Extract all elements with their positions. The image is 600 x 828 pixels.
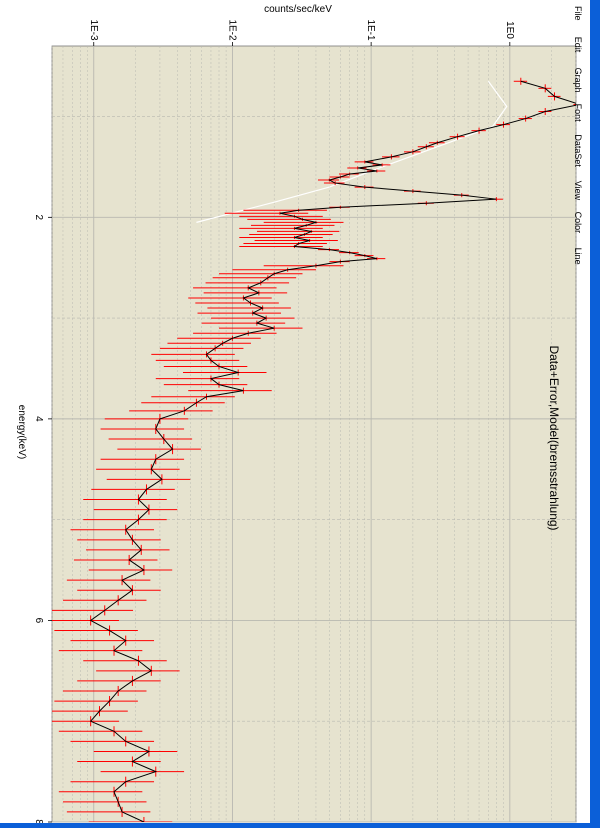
menu-item-edit[interactable]: Edit [573,37,583,53]
menu-item-font[interactable]: Font [573,104,583,123]
menu-item-color[interactable]: Color [573,212,583,234]
model-line [89,80,576,822]
y-tick-label: 1E-1 [365,19,376,41]
x-tick-label: 6 [33,618,44,624]
grid-lines [51,46,577,823]
plot-title: Data+Error,Model(bremsstrahlung) [547,345,561,530]
y-axis-label: counts/sec/keV [264,4,332,15]
y-tick-label: 1E-3 [88,19,99,41]
background-curve [196,80,508,223]
menu-bar: File Edit Graph Font DataSet View Color Line [573,6,583,265]
y-axis-tick-labels: 1E-3 1E-2 1E-1 1E0 [88,19,515,46]
model-curve [89,80,576,822]
plot-area [51,45,577,823]
x-tick-label: 8 [33,819,44,825]
background-curve-line [196,80,508,223]
y-tick-label: 1E-2 [226,19,237,41]
menu-item-view[interactable]: View [573,181,583,201]
x-axis-tick-labels: 2 4 6 8 [33,215,52,825]
window-frame-bottom [0,823,600,828]
menu-item-graph[interactable]: Graph [573,68,583,93]
menu-item-line[interactable]: Line [573,248,583,265]
y-tick-label: 1E0 [504,21,515,39]
menu-item-file[interactable]: File [573,6,583,21]
x-tick-label: 4 [33,416,44,422]
window-scrollbar[interactable] [590,0,600,828]
menu-item-dataset[interactable]: DataSet [573,134,583,167]
x-axis-label: energy(keV) [16,405,27,459]
x-tick-label: 2 [33,215,44,221]
